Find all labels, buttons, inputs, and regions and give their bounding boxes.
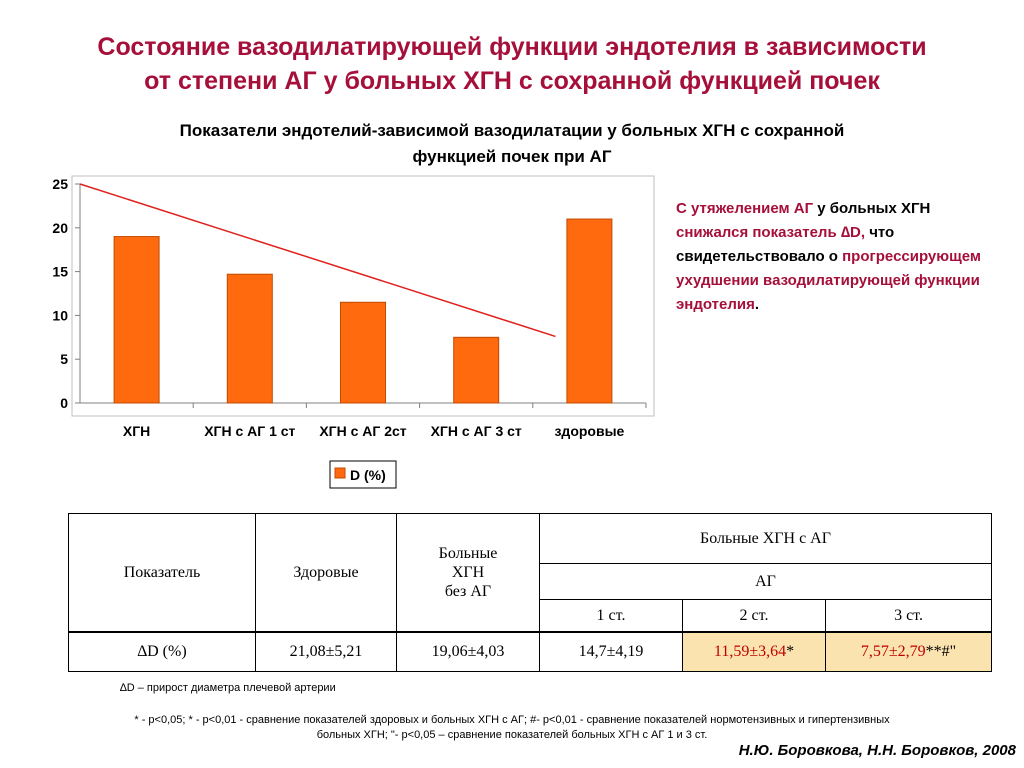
cell-stage3-mark: **#"	[925, 643, 957, 661]
note-part1: С утяжелением АГ	[676, 200, 814, 217]
bar	[113, 236, 160, 404]
header-stage3: 3 ст.	[824, 599, 993, 632]
note-part4: ∆D,	[840, 224, 866, 241]
y-tick-label: 15	[52, 264, 68, 280]
slide-title-line1: Состояние вазодилатирующей функции эндот…	[97, 33, 927, 61]
x-tick-label: здоровые	[554, 423, 624, 439]
chart-title: Показатели эндотелий-зависимой вазодилат…	[40, 118, 984, 170]
header-stage2: 2 ст.	[682, 599, 826, 632]
header-no-ag-line3: без АГ	[444, 582, 492, 600]
y-tick-label: 0	[60, 395, 68, 411]
x-tick-label: ХГН с АГ 1 ст	[204, 423, 295, 439]
slide-title-line2: от степени АГ у больных ХГН с сохранной …	[144, 67, 880, 95]
cell-healthy: 21,08±5,21	[255, 630, 397, 672]
note-part5: что свидетельствовало о	[676, 224, 895, 265]
trend-line	[79, 183, 556, 338]
cell-stage2: 11,59±3,64*	[682, 630, 826, 672]
footnote-significance-line1: * - p<0,05; * - p<0,01 - сравнение показ…	[134, 714, 890, 726]
cell-no-ag: 19,06±4,03	[396, 630, 540, 672]
y-tick-label: 20	[52, 220, 68, 236]
cell-stage2-mark: *	[786, 643, 795, 661]
side-note: С утяжелением АГ у больных ХГН снижался …	[676, 197, 996, 317]
cell-stage1: 14,7±4,19	[539, 630, 683, 672]
note-part3: снижался показатель	[676, 224, 841, 241]
footnote-significance: * - p<0,05; * - p<0,01 - сравнение показ…	[62, 713, 962, 743]
bar	[566, 218, 613, 404]
y-tick-label: 5	[60, 351, 68, 367]
header-ag: АГ	[538, 563, 993, 600]
header-stage1: 1 ст.	[539, 599, 683, 632]
bar	[453, 336, 500, 404]
note-part6: прогрессирующем ухудшении вазодилатирующ…	[676, 248, 981, 313]
cell-stage2-value: 11,59±3,64	[713, 643, 787, 661]
slide-title: Состояние вазодилатирующей функции эндот…	[20, 30, 1004, 98]
bar	[226, 273, 273, 404]
x-tick-label: ХГН с АГ 2ст	[319, 423, 406, 439]
bar-chart: 0 5 10 15 20 25 ХГН ХГН с АГ 1 ст ХГН с АГ 2ст ХГ…	[52, 175, 655, 489]
header-healthy: Здоровые	[255, 513, 397, 632]
footnote-significance-line2: больных ХГН; "- p<0,05 – сравнение показ…	[316, 729, 708, 741]
header-parameter: Показатель	[68, 513, 256, 632]
note-part2: у больных ХГН	[813, 200, 931, 217]
y-tick-label: 25	[52, 176, 68, 192]
authors-citation: Н.Ю. Боровкова, Н.Н. Боровков, 2008	[738, 742, 1016, 759]
header-no-ag: Больные ХГН без АГ	[396, 513, 540, 632]
x-tick-label: ХГН	[123, 423, 150, 439]
footnote-delta-d: ∆D – прирост диаметра плечевой артерии	[120, 682, 336, 694]
legend-swatch	[334, 467, 346, 479]
legend-label: D (%)	[350, 467, 386, 483]
results-table: Показатель Здоровые Больные ХГН без АГ Б…	[68, 513, 993, 672]
cell-stage3: 7,57±2,79**#"	[824, 630, 993, 672]
header-no-ag-line2: ХГН	[451, 563, 485, 581]
header-no-ag-line1: Больные	[438, 544, 498, 562]
cell-stage3-value: 7,57±2,79	[860, 643, 926, 661]
chart-title-line1: Показатели эндотелий-зависимой вазодилат…	[179, 121, 845, 140]
chart-frame	[71, 175, 655, 417]
x-tick-label: ХГН с АГ 3 ст	[431, 423, 522, 439]
note-part7: .	[754, 296, 760, 313]
row-label-delta-d: ∆D (%)	[68, 630, 256, 672]
bar	[340, 301, 386, 404]
header-ag-group: Больные ХГН с АГ	[538, 513, 993, 564]
chart-title-line2: функцией почек при АГ	[412, 147, 612, 166]
y-tick-label: 10	[52, 307, 68, 323]
